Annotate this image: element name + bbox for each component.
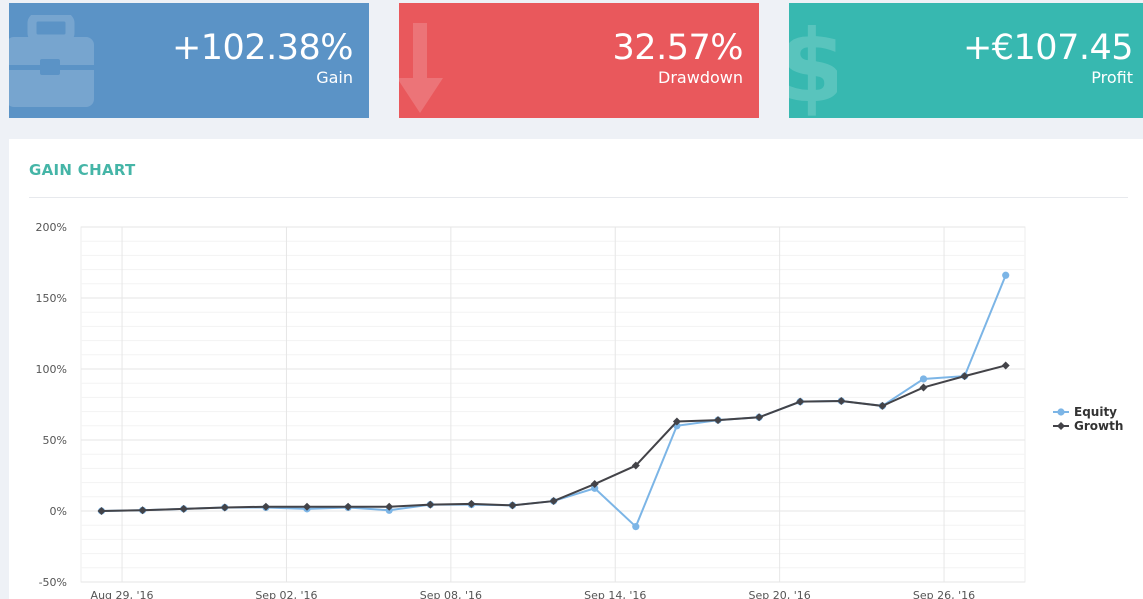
drawdown-card: 32.57% Drawdown (399, 3, 759, 118)
y-tick-label: 50% (43, 434, 67, 447)
growth-point (467, 499, 476, 508)
growth-point (138, 506, 147, 515)
x-tick-label: Sep 02, '16 (255, 589, 317, 599)
growth-point (303, 502, 311, 511)
growth-point (755, 413, 764, 422)
growth-point (919, 383, 928, 392)
growth-point (549, 497, 558, 506)
growth-point (261, 502, 270, 511)
gain-chart-panel: GAIN CHART 200% 150% 100% 50% 0% -50% Aug 29, … (9, 139, 1143, 599)
growth-point (1001, 361, 1010, 370)
growth-point (960, 372, 969, 381)
x-tick-label: Sep 08, '16 (420, 589, 482, 599)
x-tick-label: Sep 14, '16 (584, 589, 646, 599)
equity-point (919, 375, 928, 383)
growth-point (426, 500, 435, 509)
y-tick-label: 150% (36, 292, 67, 305)
panel-divider (29, 197, 1128, 198)
profit-value: +€107.45 (962, 28, 1134, 68)
growth-point (508, 501, 517, 510)
growth-point (631, 461, 640, 470)
legend-marker-growth (1057, 422, 1065, 430)
gain-card: +102.38% Gain (9, 3, 369, 118)
y-tick-label: 200% (36, 221, 67, 234)
growth-point (179, 504, 188, 513)
growth-point (590, 480, 599, 489)
gain-label: Gain (316, 68, 353, 87)
equity-point (1002, 271, 1010, 279)
legend-label-growth: Growth (1074, 419, 1123, 433)
x-tick-label: Aug 29, '16 (91, 589, 154, 599)
growth-point (714, 416, 722, 425)
legend-label-equity: Equity (1074, 405, 1117, 419)
briefcase-icon (9, 15, 94, 107)
growth-point (672, 417, 681, 426)
growth-point (878, 401, 887, 410)
arrow-down-icon (399, 23, 443, 113)
profit-card: $ +€107.45 Profit (789, 3, 1143, 118)
y-tick-label: -50% (39, 576, 67, 589)
y-tick-label: 0% (50, 505, 67, 518)
dollar-icon: $ (789, 11, 837, 116)
y-tick-label: 100% (36, 363, 67, 376)
gain-chart: 200% 150% 100% 50% 0% -50% Aug 29, '16 Sep 02, … (36, 221, 1124, 599)
profit-label: Profit (1091, 68, 1133, 87)
gain-value: +102.38% (171, 28, 354, 68)
x-tick-label: Sep 20, '16 (749, 589, 811, 599)
drawdown-label: Drawdown (658, 68, 743, 87)
x-tick-label: Sep 26, '16 (913, 589, 975, 599)
equity-point (632, 523, 640, 531)
growth-point (344, 502, 353, 511)
drawdown-value: 32.57% (612, 28, 744, 68)
growth-point (220, 503, 229, 512)
legend-marker-equity (1057, 408, 1065, 416)
growth-point (385, 502, 394, 511)
panel-title: GAIN CHART (29, 161, 136, 179)
growth-point (97, 507, 106, 515)
growth-point (796, 397, 805, 406)
growth-point (837, 396, 846, 405)
svg-text:$: $ (789, 11, 837, 116)
equity-point (591, 484, 599, 492)
